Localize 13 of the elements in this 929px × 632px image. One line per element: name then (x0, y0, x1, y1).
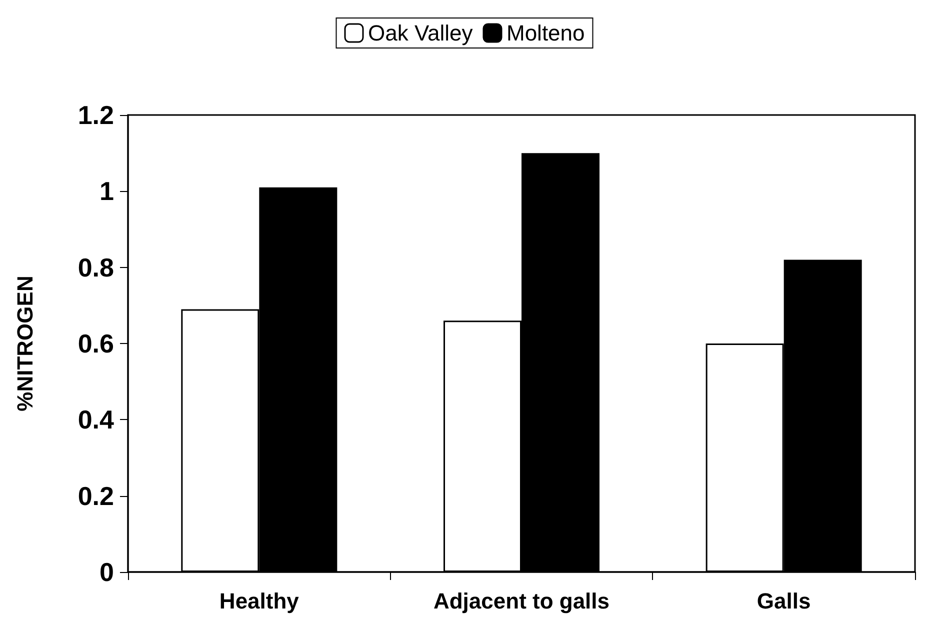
legend-label: Molteno (506, 20, 585, 46)
x-tick-label: Galls (756, 588, 811, 614)
legend-label: Oak Valley (368, 20, 473, 46)
y-tick-label: 0.6 (78, 328, 114, 358)
y-tick-label: 1.2 (78, 100, 114, 130)
x-tick-label: Adjacent to galls (433, 588, 610, 614)
y-tick-label: 0 (100, 557, 114, 587)
y-tick-label: 0.4 (78, 404, 115, 435)
y-axis-title: %NITROGEN (12, 276, 38, 412)
y-tick-label: 0.8 (78, 252, 114, 282)
y-tick-label: 0.2 (78, 480, 114, 511)
y-tick-label: 1 (100, 176, 114, 206)
x-tick-label: Healthy (219, 588, 300, 614)
